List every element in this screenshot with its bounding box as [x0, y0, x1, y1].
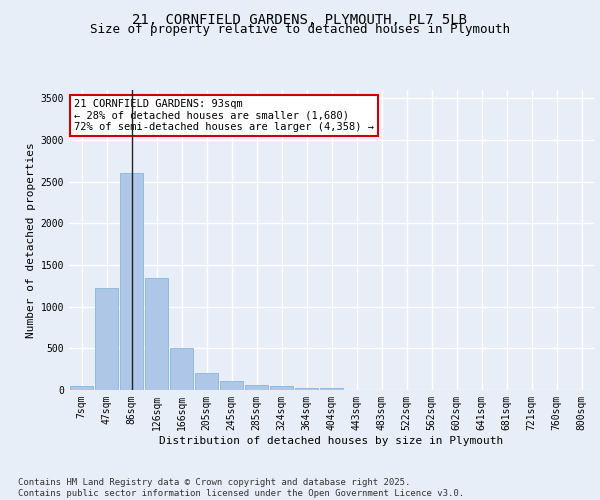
Bar [320, 388, 343, 390]
Bar [220, 381, 243, 390]
Bar [245, 386, 268, 390]
Bar [70, 386, 93, 390]
Text: 21 CORNFIELD GARDENS: 93sqm
← 28% of detached houses are smaller (1,680)
72% of : 21 CORNFIELD GARDENS: 93sqm ← 28% of det… [74, 99, 374, 132]
Bar [170, 348, 193, 390]
Bar [120, 174, 143, 390]
Text: 21, CORNFIELD GARDENS, PLYMOUTH, PL7 5LB: 21, CORNFIELD GARDENS, PLYMOUTH, PL7 5LB [133, 12, 467, 26]
Bar [95, 288, 118, 390]
X-axis label: Distribution of detached houses by size in Plymouth: Distribution of detached houses by size … [160, 436, 503, 446]
Bar [145, 278, 168, 390]
Y-axis label: Number of detached properties: Number of detached properties [26, 142, 37, 338]
Bar [195, 374, 218, 390]
Bar [295, 388, 318, 390]
Text: Size of property relative to detached houses in Plymouth: Size of property relative to detached ho… [90, 23, 510, 36]
Bar [270, 386, 293, 390]
Text: Contains HM Land Registry data © Crown copyright and database right 2025.
Contai: Contains HM Land Registry data © Crown c… [18, 478, 464, 498]
